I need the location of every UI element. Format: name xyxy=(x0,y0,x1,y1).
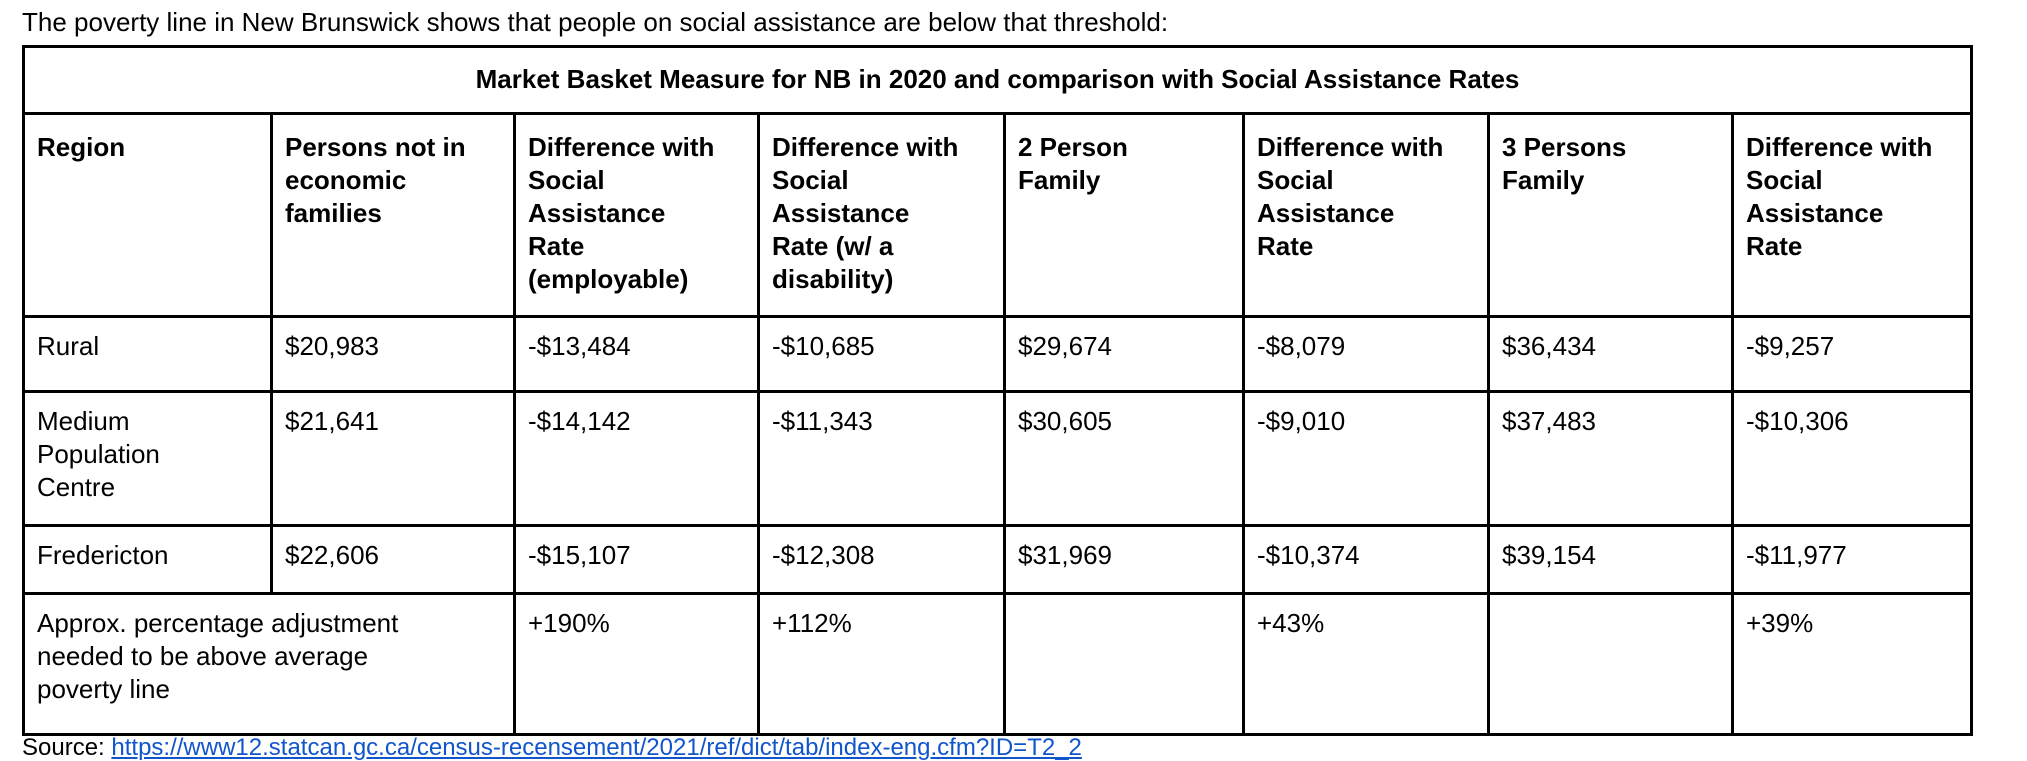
table-row-fredericton: Fredericton $22,606 -$15,107 -$12,308 $3… xyxy=(22,524,1973,595)
header-difference-sa-rate-disability: Difference with Social Assistance Rate (… xyxy=(757,112,1006,318)
mbm-comparison-table: Market Basket Measure for NB in 2020 and… xyxy=(22,45,1973,736)
region-cell: Medium Population Centre xyxy=(22,390,273,527)
header-persons-not-in-economic-families: Persons not in economic families xyxy=(270,112,516,318)
value-cell: -$10,306 xyxy=(1731,390,1973,527)
source-link[interactable]: https://www12.statcan.gc.ca/census-recen… xyxy=(111,734,1082,761)
value-cell: -$10,685 xyxy=(757,315,1006,393)
value-cell: -$9,257 xyxy=(1731,315,1973,393)
table-title-row: Market Basket Measure for NB in 2020 and… xyxy=(22,45,1973,115)
value-cell: -$11,343 xyxy=(757,390,1006,527)
table-title: Market Basket Measure for NB in 2020 and… xyxy=(22,45,1973,115)
value-cell: -$10,374 xyxy=(1242,524,1490,595)
value-cell: -$14,142 xyxy=(513,390,760,527)
pct-cell: +39% xyxy=(1731,592,1973,736)
value-cell: $21,641 xyxy=(270,390,516,527)
table-row-rural: Rural $20,983 -$13,484 -$10,685 $29,674 … xyxy=(22,315,1973,393)
footer-label-cell: Approx. percentage adjustment needed to … xyxy=(22,592,516,736)
table-row-percentage-adjustment: Approx. percentage adjustment needed to … xyxy=(22,592,1973,736)
pct-cell-empty xyxy=(1003,592,1245,736)
region-cell: Rural xyxy=(22,315,273,393)
table-header-row: Region Persons not in economic families … xyxy=(22,112,1973,318)
pct-cell: +190% xyxy=(513,592,760,736)
value-cell: $30,605 xyxy=(1003,390,1245,527)
source-label: Source: xyxy=(22,734,112,761)
value-cell: $36,434 xyxy=(1487,315,1734,393)
value-cell: $22,606 xyxy=(270,524,516,595)
value-cell: -$8,079 xyxy=(1242,315,1490,393)
value-cell: $29,674 xyxy=(1003,315,1245,393)
header-difference-sa-rate-3person: Difference with Social Assistance Rate xyxy=(1731,112,1973,318)
value-cell: $39,154 xyxy=(1487,524,1734,595)
header-difference-sa-rate-employable: Difference with Social Assistance Rate (… xyxy=(513,112,760,318)
value-cell: -$13,484 xyxy=(513,315,760,393)
pct-cell-empty xyxy=(1487,592,1734,736)
table-row-medium-population-centre: Medium Population Centre $21,641 -$14,14… xyxy=(22,390,1973,527)
value-cell: $20,983 xyxy=(270,315,516,393)
value-cell: -$15,107 xyxy=(513,524,760,595)
value-cell: -$12,308 xyxy=(757,524,1006,595)
pct-cell: +112% xyxy=(757,592,1006,736)
intro-text: The poverty line in New Brunswick shows … xyxy=(22,7,1169,37)
pct-cell: +43% xyxy=(1242,592,1490,736)
header-2-person-family: 2 Person Family xyxy=(1003,112,1245,318)
header-region: Region xyxy=(22,112,273,318)
header-3-persons-family: 3 Persons Family xyxy=(1487,112,1734,318)
source-line: Source: https://www12.statcan.gc.ca/cens… xyxy=(22,734,1082,761)
value-cell: -$11,977 xyxy=(1731,524,1973,595)
header-difference-sa-rate-2person: Difference with Social Assistance Rate xyxy=(1242,112,1490,318)
region-cell: Fredericton xyxy=(22,524,273,595)
value-cell: $37,483 xyxy=(1487,390,1734,527)
value-cell: $31,969 xyxy=(1003,524,1245,595)
value-cell: -$9,010 xyxy=(1242,390,1490,527)
